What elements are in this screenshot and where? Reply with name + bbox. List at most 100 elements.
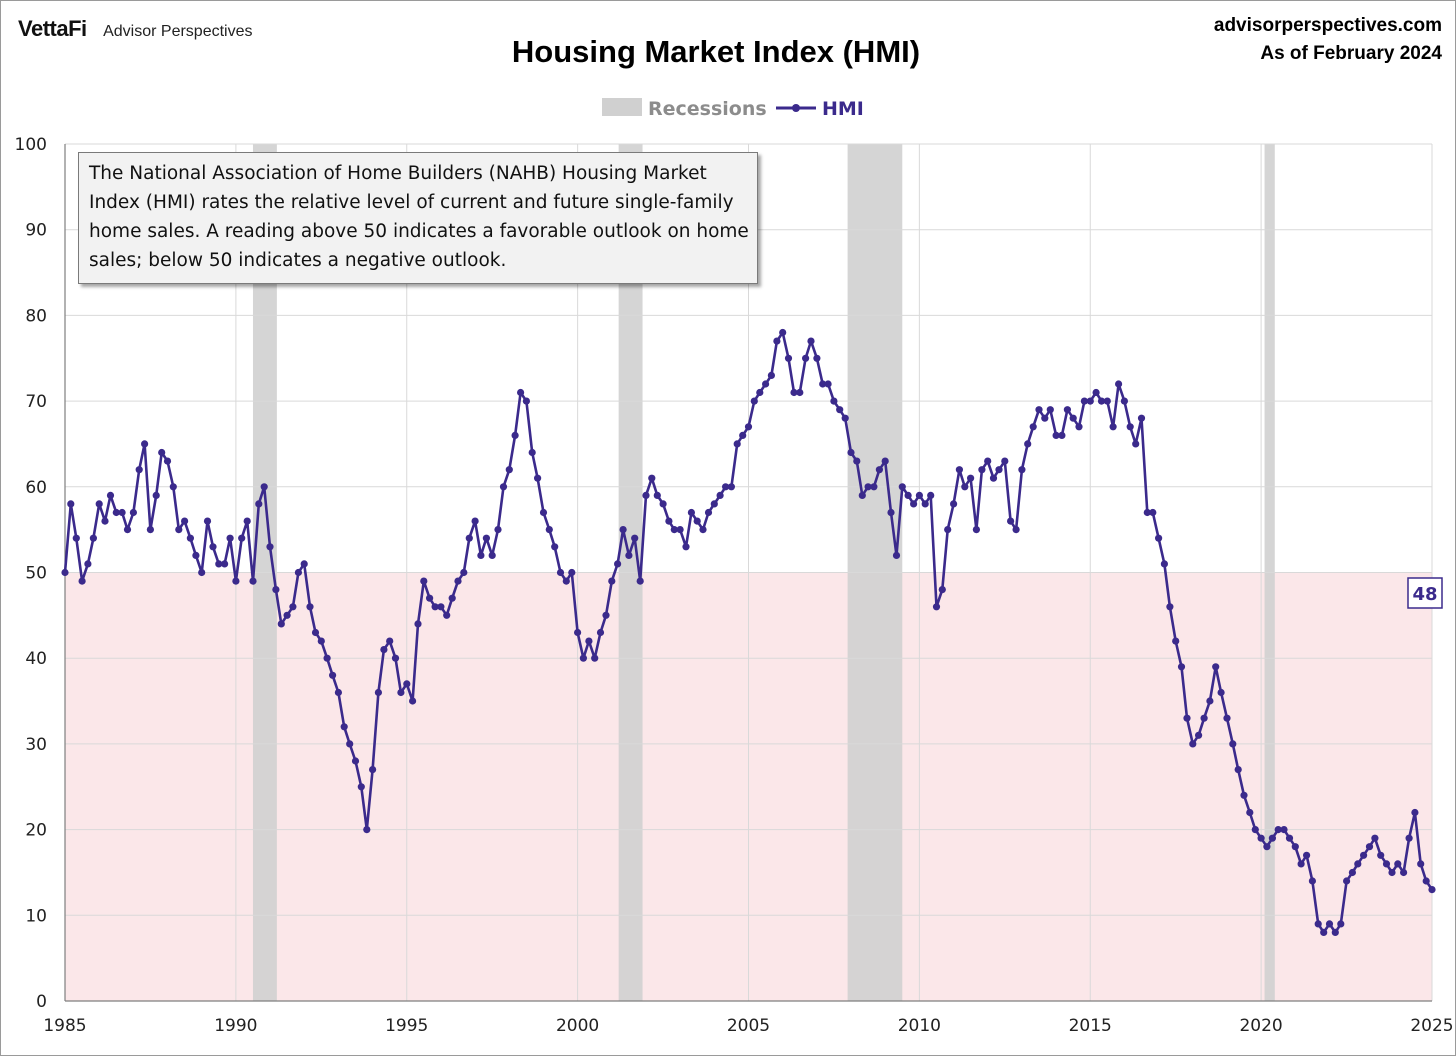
- hmi-point: [129, 508, 137, 517]
- y-tick-labels: 0 10 20 30 40 50 60 70 80 90 100: [15, 135, 47, 1012]
- hmi-point: [824, 380, 832, 388]
- hmi-point: [779, 328, 787, 337]
- hmi-point: [784, 354, 793, 362]
- hmi-point: [186, 534, 194, 542]
- hmi-point: [1041, 414, 1049, 422]
- x-tick-label: 1990: [214, 1016, 257, 1036]
- hmi-point: [727, 483, 736, 491]
- hmi-point: [1320, 928, 1328, 937]
- hmi-point: [1308, 877, 1316, 885]
- hmi-point: [864, 483, 872, 491]
- hmi-point: [1012, 526, 1020, 534]
- hmi-point: [955, 466, 964, 474]
- hmi-point: [619, 526, 627, 534]
- x-tick-label: 2025: [1410, 1016, 1453, 1036]
- hmi-point: [1360, 851, 1368, 859]
- hmi-point: [1115, 380, 1123, 388]
- last-value-callout: 48: [1407, 577, 1443, 609]
- hmi-point: [289, 603, 297, 611]
- hmi-point: [67, 500, 75, 508]
- hmi-point: [517, 388, 525, 397]
- site-info: advisorperspectives.com As of February 2…: [1214, 12, 1442, 68]
- hmi-point: [881, 457, 889, 465]
- hmi-point: [1200, 714, 1208, 722]
- hmi-point: [972, 526, 981, 534]
- hmi-point: [790, 388, 798, 397]
- hmi-point: [562, 577, 570, 585]
- hmi-point: [1217, 688, 1225, 697]
- hmi-point: [648, 474, 656, 482]
- hmi-point: [437, 603, 445, 611]
- hmi-point: [534, 474, 542, 482]
- hmi-point: [1086, 397, 1094, 405]
- hmi-point: [1257, 834, 1265, 842]
- hmi-point: [460, 568, 468, 577]
- hmi-point: [146, 526, 154, 534]
- hmi-point: [243, 517, 251, 525]
- hmi-point: [426, 594, 434, 602]
- hmi-point: [744, 423, 753, 431]
- hmi-point: [306, 603, 314, 611]
- hmi-point: [448, 594, 456, 602]
- hmi-point: [89, 534, 97, 542]
- hmi-point: [591, 654, 599, 662]
- hmi-point: [1268, 834, 1276, 842]
- hmi-point: [1126, 423, 1134, 431]
- hmi-point: [465, 534, 473, 542]
- hmi-point: [762, 380, 770, 388]
- hmi-point: [699, 526, 707, 534]
- hmi-point: [61, 568, 69, 577]
- hmi-point: [346, 740, 354, 748]
- legend-recession-swatch: [602, 98, 642, 116]
- hmi-point: [1246, 808, 1254, 817]
- hmi-point: [1177, 663, 1186, 671]
- hmi-point: [750, 397, 758, 405]
- hmi-point: [477, 551, 485, 560]
- hmi-point: [1001, 457, 1009, 465]
- hmi-point: [175, 526, 183, 534]
- hmi-point: [1172, 637, 1180, 645]
- legend-recessions-label: Recessions: [648, 98, 767, 120]
- hmi-point: [625, 551, 633, 560]
- hmi-point: [1069, 414, 1077, 422]
- hmi-point: [1166, 603, 1174, 611]
- hmi-point: [1417, 860, 1425, 868]
- hmi-point: [84, 560, 92, 568]
- hmi-point: [340, 723, 348, 731]
- hmi-point: [1377, 851, 1385, 859]
- x-tick-label: 2010: [898, 1016, 941, 1036]
- hmi-point: [1189, 740, 1197, 748]
- x-tick-label: 2000: [556, 1016, 599, 1036]
- hmi-point: [494, 526, 502, 534]
- hmi-point: [1240, 791, 1248, 799]
- hmi-point: [414, 620, 422, 628]
- hmi-point: [602, 611, 610, 619]
- y-tick-label: 30: [25, 735, 47, 755]
- hmi-point: [163, 457, 172, 465]
- hmi-point: [499, 483, 508, 491]
- hmi-point: [141, 440, 149, 448]
- hmi-point: [1195, 731, 1203, 739]
- hmi-point: [932, 603, 941, 611]
- last-value-box: [1407, 577, 1443, 609]
- y-tick-label: 40: [25, 649, 47, 669]
- y-tick-label: 0: [36, 992, 47, 1012]
- hmi-point: [1251, 826, 1259, 834]
- hmi-point: [1343, 877, 1351, 885]
- hmi-point: [522, 397, 531, 405]
- hmi-point: [1274, 826, 1282, 834]
- hmi-point: [1348, 868, 1356, 877]
- hmi-point: [1422, 877, 1430, 885]
- hmi-point: [1052, 431, 1060, 439]
- hmi-point: [1097, 397, 1106, 405]
- hmi-point: [847, 448, 855, 457]
- hmi-point: [1075, 423, 1083, 431]
- hmi-point: [505, 466, 513, 474]
- hmi-point: [995, 466, 1003, 474]
- hmi-point: [363, 826, 371, 834]
- hmi-point: [773, 337, 781, 345]
- hmi-point: [351, 757, 360, 765]
- hmi-point: [693, 517, 701, 525]
- y-tick-label: 80: [25, 306, 47, 326]
